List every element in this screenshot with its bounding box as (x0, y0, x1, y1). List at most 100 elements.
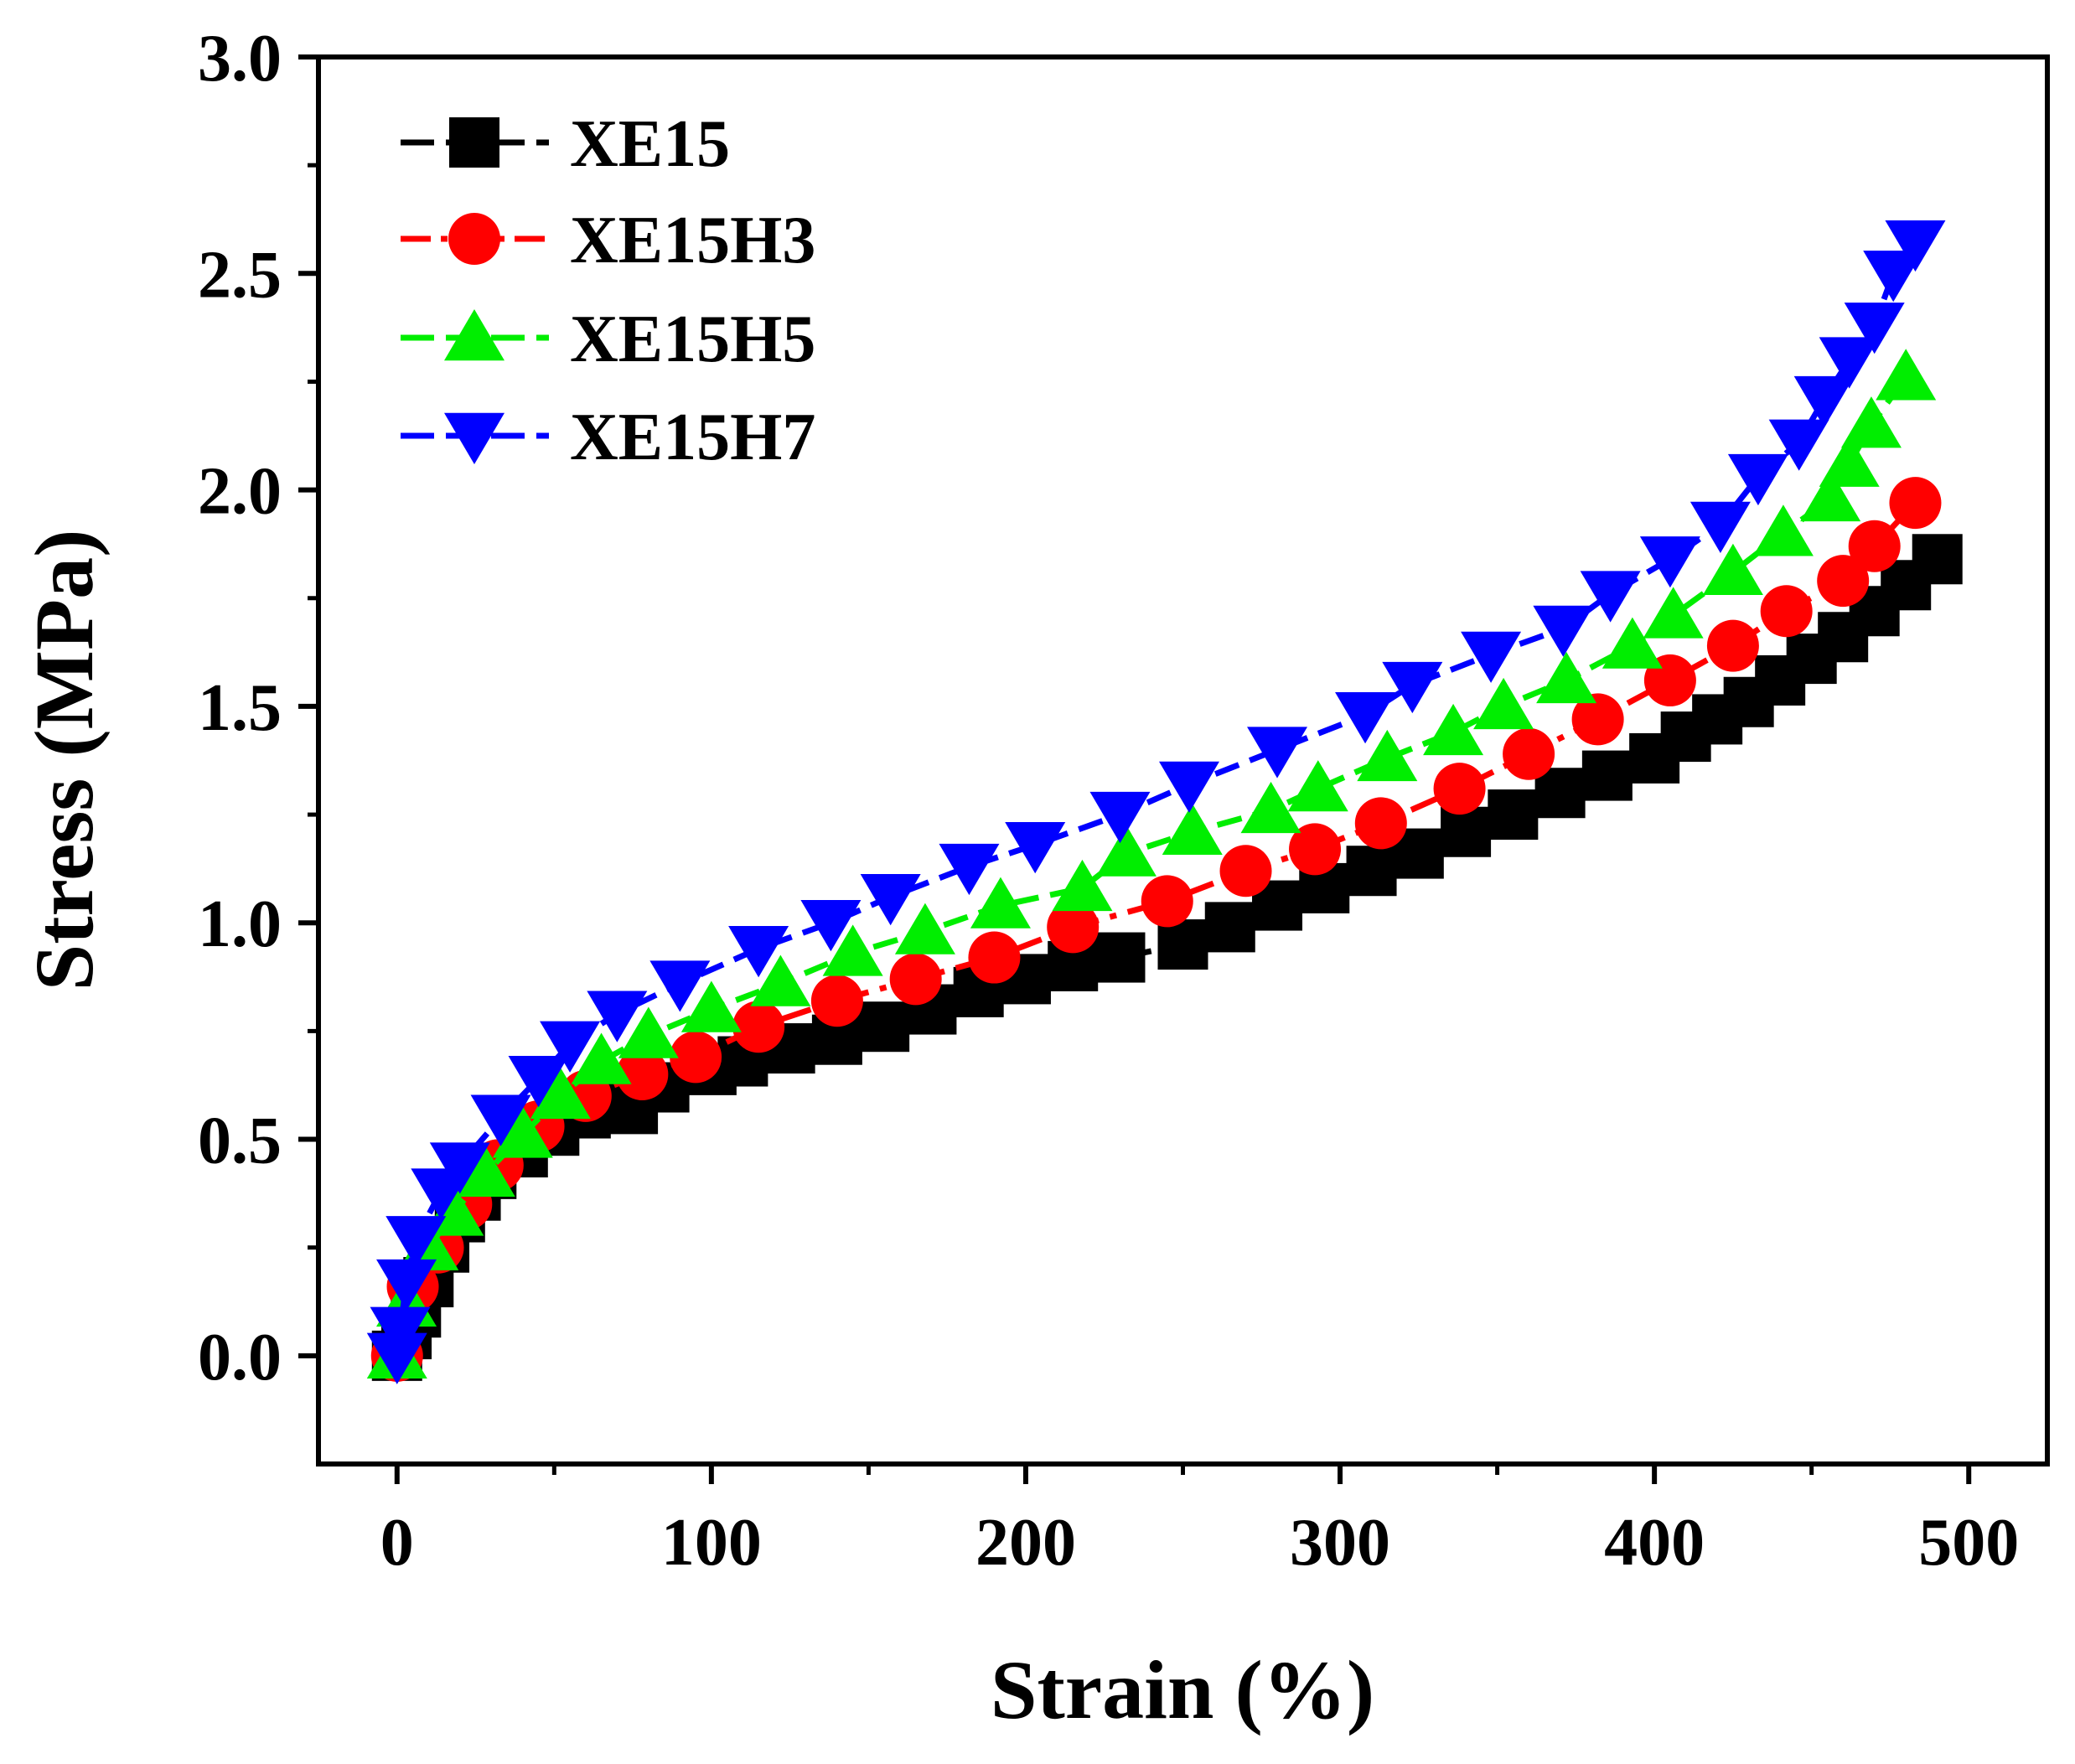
data-point-XE15H5-7 (571, 1032, 632, 1084)
legend-label-XE15H7: XE15H7 (570, 401, 815, 474)
y-tick-label: 1.0 (198, 887, 282, 961)
data-point-XE15H5-25 (1702, 543, 1763, 595)
data-point-XE15H7-18 (1247, 727, 1308, 779)
data-point-XE15H3-17 (1354, 797, 1407, 850)
legend-label-XE15H5: XE15H5 (570, 303, 815, 376)
data-point-XE15-23 (1157, 919, 1208, 970)
data-point-XE15H7-27 (1768, 419, 1829, 471)
data-point-XE15H7-22 (1533, 605, 1594, 657)
data-point-XE15H7-10 (649, 960, 711, 1012)
legend-label-XE15H3: XE15H3 (570, 204, 815, 277)
data-point-XE15-24 (1204, 902, 1255, 953)
data-point-XE15H7-7 (508, 1056, 569, 1108)
data-point-XE15H7-8 (540, 1021, 601, 1073)
data-point-XE15H7-5 (429, 1142, 490, 1194)
data-point-XE15H7-13 (860, 874, 921, 926)
y-tick-label: 2.0 (198, 455, 282, 529)
data-point-XE15H3-25 (1848, 520, 1901, 572)
data-point-XE15H5-9 (680, 980, 742, 1032)
legend-marker-XE15 (449, 117, 499, 168)
data-point-XE15H5-21 (1473, 677, 1534, 730)
legend-marker-XE15H5 (444, 309, 505, 361)
data-point-XE15H5-20 (1423, 703, 1484, 756)
data-point-XE15H5-6 (530, 1067, 591, 1120)
data-point-XE15H3-23 (1760, 585, 1813, 638)
data-point-XE15H5-8 (618, 1006, 679, 1058)
data-point-XE15H7-28 (1793, 375, 1855, 428)
y-tick-label: 3.0 (198, 22, 282, 96)
y-tick-label: 1.5 (198, 671, 282, 745)
x-tick-label: 200 (975, 1506, 1076, 1580)
data-point-XE15H3-19 (1503, 727, 1555, 780)
data-point-XE15H3-10 (810, 975, 863, 1027)
data-point-XE15H7-2 (376, 1259, 437, 1311)
data-point-XE15-22 (1094, 932, 1146, 983)
data-point-XE15H3-22 (1706, 619, 1759, 672)
data-point-XE15H3-9 (732, 1001, 785, 1053)
data-point-XE15H5-14 (1052, 859, 1113, 912)
data-point-XE15H7-32 (1885, 220, 1946, 272)
data-point-XE15H5-11 (822, 924, 883, 976)
x-tick-label: 0 (380, 1506, 414, 1580)
x-tick-label: 100 (661, 1506, 762, 1580)
y-tick-label: 0.5 (198, 1104, 282, 1178)
data-point-XE15H7-30 (1844, 303, 1905, 354)
data-point-XE15H3-16 (1289, 823, 1342, 876)
data-point-XE15H5-29 (1840, 396, 1902, 448)
data-point-XE15H7-24 (1639, 536, 1700, 588)
data-point-XE15H3-8 (670, 1031, 722, 1084)
data-point-XE15H7-16 (1089, 791, 1151, 844)
data-point-XE15H5-22 (1536, 651, 1597, 704)
legend-item-XE15H3: XE15H3 (401, 204, 815, 277)
data-point-XE15H3-13 (1047, 901, 1100, 954)
series-XE15H7 (366, 220, 1946, 1384)
data-point-XE15H3-20 (1571, 693, 1624, 746)
x-tick-label: 300 (1290, 1506, 1390, 1580)
series-layer (366, 220, 1963, 1384)
data-point-XE15H5-16 (1162, 803, 1223, 855)
data-point-XE15H5-4 (454, 1145, 515, 1198)
data-point-XE15-29 (1441, 806, 1492, 857)
legend-marker-XE15H7 (444, 412, 505, 464)
data-point-XE15H5-26 (1752, 504, 1814, 556)
data-point-XE15H5-24 (1643, 587, 1704, 639)
data-point-XE15H5-5 (492, 1106, 553, 1158)
data-point-XE15H3-14 (1141, 875, 1193, 928)
data-point-XE15H3-12 (968, 931, 1021, 984)
data-point-XE15H3-18 (1433, 763, 1486, 815)
data-point-XE15H5-12 (894, 903, 955, 954)
data-point-XE15H5-19 (1357, 729, 1418, 782)
legend: XE15 XE15H3 XE15H5 XE15H7 (401, 107, 815, 474)
data-point-XE15H7-9 (587, 991, 648, 1042)
data-point-XE15H3-11 (889, 953, 942, 1006)
data-point-XE15H5-18 (1287, 760, 1348, 812)
data-point-XE15H5-17 (1240, 781, 1301, 834)
data-point-XE15-32 (1581, 750, 1633, 801)
data-point-XE15H7-25 (1689, 501, 1751, 553)
data-point-XE15H5-28 (1819, 435, 1880, 487)
legend-item-XE15H7: XE15H7 (401, 401, 815, 474)
x-tick-label: 400 (1604, 1506, 1705, 1580)
data-point-XE15H7-0 (366, 1332, 427, 1384)
data-point-XE15-17 (859, 1001, 910, 1053)
data-point-XE15H3-26 (1889, 477, 1942, 530)
data-point-XE15-30 (1488, 789, 1539, 841)
legend-label-XE15: XE15 (570, 107, 730, 181)
data-point-XE15H7-3 (386, 1216, 447, 1268)
data-point-XE15-27 (1346, 846, 1397, 897)
data-point-XE15H7-26 (1727, 453, 1788, 506)
data-point-XE15H7-14 (939, 843, 1000, 896)
data-point-XE15H5-23 (1602, 617, 1663, 669)
x-axis-label: Strain (%) (991, 1643, 1374, 1736)
data-point-XE15-31 (1534, 768, 1586, 819)
y-tick-label: 2.5 (198, 238, 282, 312)
data-point-XE15H5-27 (1800, 469, 1861, 522)
data-point-XE15H7-23 (1580, 571, 1641, 623)
data-point-XE15H5-13 (970, 877, 1031, 929)
ticks-layer: 0 100 200 300 400 500 0.0 0.5 1.0 1.5 2.0 2.5 3.0 (198, 22, 2019, 1580)
data-point-XE15H7-11 (728, 926, 789, 978)
data-point-XE15H3-15 (1219, 845, 1272, 898)
